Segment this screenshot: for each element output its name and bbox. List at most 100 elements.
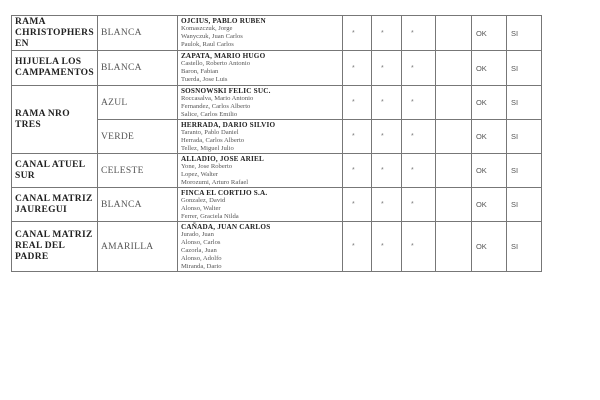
holder-name: SOSNOWSKI FELIC SUC. <box>180 87 271 95</box>
color-cell: AZUL <box>96 85 178 120</box>
empty-cell <box>434 15 472 51</box>
empty-cell <box>434 119 472 154</box>
si-cell: SI <box>505 15 542 51</box>
color-cell: BLANCA <box>96 187 178 222</box>
color-cell: CELESTE <box>96 153 178 188</box>
color-cell: VERDE <box>96 119 178 154</box>
member-name: Cazorla, Juan <box>180 247 217 254</box>
mark-cell: * <box>400 153 436 188</box>
ok-cell: OK <box>470 187 507 222</box>
names-cell: SOSNOWSKI FELIC SUC. Roccasalva, Mario An… <box>176 85 343 120</box>
table-row: RAMA CHRISTOPHERS EN BLANCA OJCIUS, PABLO … <box>11 15 542 51</box>
color-cell: BLANCA <box>96 50 178 86</box>
holder-name: HERRADA, DARIO SILVIO <box>180 121 276 129</box>
table-row: VERDE HERRADA, DARIO SILVIO Taranto, Pablo… <box>12 119 542 154</box>
member-name: Baron, Fabian <box>180 68 219 75</box>
mark-cell: * <box>400 15 436 51</box>
ok-cell: OK <box>470 221 507 272</box>
names-cell: FINCA EL CORTIJO S.A. Gonzalez, David Alon… <box>176 187 343 222</box>
mark-cell: * <box>341 119 372 154</box>
names-cell: HERRADA, DARIO SILVIO Taranto, Pablo Dani… <box>176 119 343 154</box>
mark-cell: * <box>400 119 436 154</box>
member-name: Miranda, Dario <box>180 263 222 270</box>
member-name: Castello, Roberto Antonio <box>180 60 250 67</box>
canal-table: RAMA CHRISTOPHERS EN BLANCA OJCIUS, PABLO … <box>11 15 542 272</box>
table-row: CANAL ATUEL SUR CELESTE ALLADIO, JOSE ARIE… <box>11 153 542 188</box>
mark-cell: * <box>341 85 372 120</box>
ok-cell: OK <box>470 85 507 120</box>
canal-cell: CANAL MATRIZ JAUREGUI <box>11 187 98 222</box>
mark-cell: * <box>370 119 402 154</box>
ok-cell: OK <box>470 15 507 51</box>
mark-cell: * <box>341 153 372 188</box>
table-row: RAMA NRO TRES AZUL SOSNOWSKI FELIC SUC. Roc… <box>11 85 542 154</box>
holder-name: CAÑADA, JUAN CARLOS <box>180 223 271 231</box>
mark-cell: * <box>370 187 402 222</box>
member-name: Fernandez, Carlos Alberto <box>180 103 251 110</box>
member-name: Yone, Jose Roberto <box>180 163 233 170</box>
member-name: Morozumi, Arturo Rafael <box>180 179 249 186</box>
member-name: Gonzalez, David <box>180 197 226 204</box>
member-name: Tellez, Miguel Julio <box>180 145 234 152</box>
mark-cell: * <box>400 221 436 272</box>
mark-cell: * <box>341 50 372 86</box>
ok-cell: OK <box>470 50 507 86</box>
mark-cell: * <box>370 153 402 188</box>
names-cell: ALLADIO, JOSE ARIEL Yone, Jose Roberto Lop… <box>176 153 343 188</box>
mark-cell: * <box>400 187 436 222</box>
empty-cell <box>434 153 472 188</box>
mark-cell: * <box>341 15 372 51</box>
mark-cell: * <box>341 221 372 272</box>
empty-cell <box>434 85 472 120</box>
si-cell: SI <box>505 119 542 154</box>
member-name: Tuerda, Jose Luis <box>180 76 228 83</box>
table-row: HIJUELA LOS CAMPAMENTOS BLANCA ZAPATA, MAR… <box>11 50 542 86</box>
holder-name: OJCIUS, PABLO RUBEN <box>180 17 266 25</box>
ok-cell: OK <box>470 153 507 188</box>
holder-name: ALLADIO, JOSE ARIEL <box>180 155 265 163</box>
member-name: Alonso, Walter <box>180 205 221 212</box>
si-cell: SI <box>505 221 542 272</box>
mark-cell: * <box>341 187 372 222</box>
mark-cell: * <box>370 50 402 86</box>
si-cell: SI <box>505 50 542 86</box>
empty-cell <box>434 187 472 222</box>
table-row: CANAL MATRIZ JAUREGUI BLANCA FINCA EL CORT… <box>11 187 542 222</box>
mark-cell: * <box>370 221 402 272</box>
canal-cell: CANAL MATRIZ REAL DEL PADRE <box>11 221 98 272</box>
member-name: Herrada, Carlos Alberto <box>180 137 245 144</box>
si-cell: SI <box>505 153 542 188</box>
canal-cell: RAMA NRO TRES <box>11 85 98 154</box>
mark-cell: * <box>400 85 436 120</box>
member-name: Komaszczuk, Jorge <box>180 25 233 32</box>
names-cell: ZAPATA, MARIO HUGO Castello, Roberto Anto… <box>176 50 343 86</box>
member-name: Wanyczuk, Juan Carlos <box>180 33 243 40</box>
mark-cell: * <box>370 85 402 120</box>
empty-cell <box>434 50 472 86</box>
holder-name: ZAPATA, MARIO HUGO <box>180 52 266 60</box>
member-name: Taranto, Pablo Daniel <box>180 129 239 136</box>
mark-cell: * <box>370 15 402 51</box>
ok-cell: OK <box>470 119 507 154</box>
si-cell: SI <box>505 187 542 222</box>
holder-name: FINCA EL CORTIJO S.A. <box>180 189 268 197</box>
member-name: Ferrer, Graciela Nilda <box>180 213 239 220</box>
table-row: CANAL MATRIZ REAL DEL PADRE AMARILLA CAÑAD… <box>11 221 542 272</box>
canal-cell: CANAL ATUEL SUR <box>11 153 98 188</box>
mark-cell: * <box>400 50 436 86</box>
member-name: Roccasalva, Mario Antonio <box>180 95 254 102</box>
si-cell: SI <box>505 85 542 120</box>
names-cell: OJCIUS, PABLO RUBEN Komaszczuk, Jorge Wany… <box>176 15 343 51</box>
empty-cell <box>434 221 472 272</box>
member-name: Salice, Carlos Emilio <box>180 111 238 118</box>
color-cell: BLANCA <box>96 15 178 51</box>
names-cell: CAÑADA, JUAN CARLOS Jurado, Juan Alonso, C… <box>176 221 343 272</box>
member-name: Paulok, Raul Carlos <box>180 41 234 48</box>
canal-cell: HIJUELA LOS CAMPAMENTOS <box>11 50 98 86</box>
member-name: Alonso, Carlos <box>180 239 221 246</box>
member-name: Alonso, Adolfo <box>180 255 222 262</box>
color-cell: AMARILLA <box>96 221 178 272</box>
member-name: Lopez, Walter <box>180 171 218 178</box>
canal-cell: RAMA CHRISTOPHERS EN <box>11 15 98 51</box>
member-name: Jurado, Juan <box>180 231 214 238</box>
